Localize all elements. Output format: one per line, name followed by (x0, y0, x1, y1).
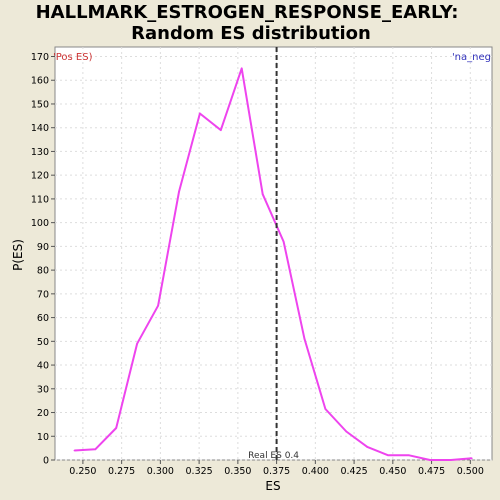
y-tick-label: 80 (37, 266, 49, 277)
x-tick-label: 0.350 (224, 466, 251, 477)
y-tick-label: 160 (31, 76, 49, 87)
series-line (74, 67, 472, 461)
plot-area (54, 46, 493, 461)
corner-right-label: 'na_neg (452, 52, 491, 63)
x-tick-label: 0.375 (263, 466, 290, 477)
chart-title: HALLMARK_ESTROGEN_RESPONSE_EARLY: (36, 2, 459, 23)
y-tick-label: 150 (31, 99, 49, 110)
x-tick-label: 0.450 (379, 466, 406, 477)
chart-subtitle: Random ES distribution (131, 23, 371, 44)
y-tick-label: 110 (31, 194, 49, 205)
y-tick-label: 140 (31, 123, 49, 134)
y-tick-label: 0 (43, 456, 49, 467)
data-point (261, 193, 264, 195)
y-axis: 0 10 20 30 40 50 60 70 80 90 100 110 120 130 140 150 160… (31, 52, 55, 467)
y-tick-label: 40 (37, 361, 49, 372)
data-point (471, 457, 473, 460)
data-point (345, 430, 348, 433)
data-point (429, 459, 431, 461)
data-point (73, 449, 76, 452)
x-tick-label: 0.300 (147, 466, 174, 477)
data-point (366, 446, 369, 448)
x-tick-label: 0.250 (69, 466, 96, 477)
x-tick-label: 0.275 (108, 466, 135, 477)
data-point (324, 408, 327, 410)
data-point (240, 67, 243, 70)
y-tick-label: 50 (37, 337, 49, 348)
data-point (387, 454, 389, 457)
data-point (408, 454, 410, 457)
x-tick-label: 0.500 (457, 466, 484, 477)
real-es-label: Real ES 0.4 (248, 451, 299, 461)
data-points (73, 67, 473, 461)
grid (55, 47, 492, 461)
data-point (450, 459, 452, 461)
y-axis-label: P(ES) (11, 239, 25, 271)
data-point (115, 427, 118, 429)
x-tick-label: 0.400 (302, 466, 329, 477)
y-tick-label: 30 (37, 384, 49, 395)
data-point (157, 304, 159, 307)
y-tick-label: 170 (31, 52, 49, 63)
x-tick-label: 0.325 (186, 466, 213, 477)
y-tick-label: 100 (31, 218, 49, 229)
data-point (220, 129, 222, 131)
data-point (303, 338, 306, 340)
x-axis-label: ES (265, 479, 280, 493)
data-point (199, 112, 201, 115)
y-tick-label: 130 (31, 147, 49, 158)
x-axis: 0.250 0.275 0.300 0.325 0.350 0.375 0.400 0.425… (69, 460, 484, 477)
y-tick-label: 10 (37, 432, 49, 443)
y-tick-label: 90 (37, 242, 49, 253)
data-point (282, 240, 285, 243)
data-point (178, 190, 180, 193)
x-tick-label: 0.425 (340, 466, 367, 477)
y-tick-label: 20 (37, 408, 49, 419)
y-tick-label: 70 (37, 289, 49, 300)
data-point (94, 448, 97, 451)
data-point (136, 342, 138, 345)
y-tick-label: 60 (37, 313, 49, 324)
x-tick-label: 0.475 (418, 466, 445, 477)
y-tick-label: 120 (31, 171, 49, 182)
corner-left-label: 'Pos ES) (53, 52, 93, 63)
